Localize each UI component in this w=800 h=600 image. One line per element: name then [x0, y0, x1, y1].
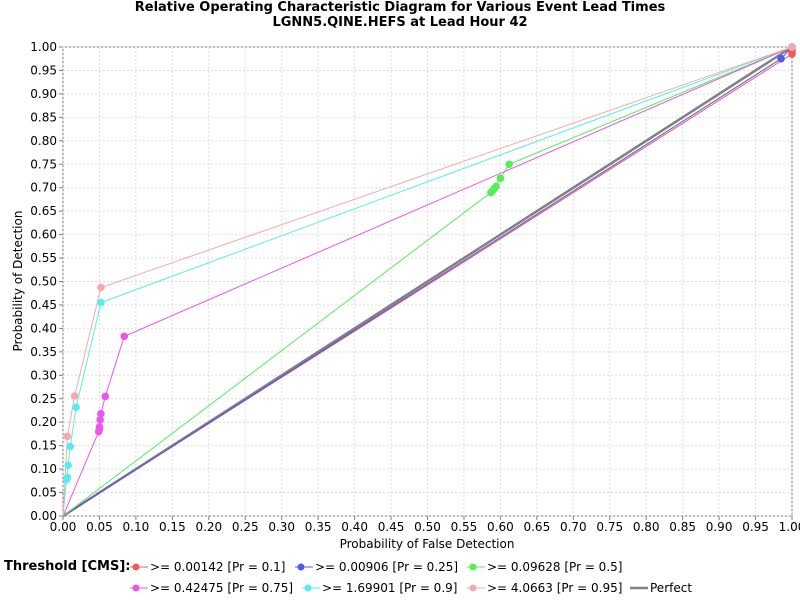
y-tick-label: 0.90 [30, 87, 57, 101]
legend-label: >= 0.09628 [Pr = 0.5] [487, 560, 623, 574]
legend-label: Perfect [650, 581, 693, 595]
y-axis-label: Probability of Detection [11, 211, 25, 352]
series-points [62, 43, 796, 484]
x-tick-label: 0.25 [232, 520, 259, 534]
series-point-5 [63, 473, 72, 482]
legend-marker-icon [302, 584, 320, 592]
y-tick-label: 0.65 [30, 204, 57, 218]
y-tick-label: 0.85 [30, 110, 57, 124]
y-tick-label: 0.95 [30, 63, 57, 77]
series-point-4 [120, 332, 129, 341]
axes: 0.00 0.05 0.10 0.15 0.20 0.25 0.30 0.35 0.40 0.45… [30, 40, 800, 534]
roc-plot: 0.00 0.05 0.10 0.15 0.20 0.25 0.30 0.35 0.40 0.45… [11, 40, 800, 551]
y-tick-label: 0.70 [30, 181, 57, 195]
legend-line-icon [630, 586, 648, 590]
legend-marker-icon [130, 563, 148, 571]
y-tick-label: 0.10 [30, 462, 57, 476]
series-point-3 [492, 182, 500, 191]
x-tick-label: 0.75 [596, 520, 623, 534]
x-tick-label: 0.95 [742, 520, 769, 534]
y-tick-label: 0.60 [30, 228, 57, 242]
x-tick-label: 0.50 [414, 520, 441, 534]
y-tick-label: 1.00 [30, 40, 57, 54]
series-point-2 [777, 54, 785, 63]
x-tick-label: 0.85 [669, 520, 696, 534]
legend-label: >= 1.69901 [Pr = 0.9] [322, 581, 458, 595]
series-point-6 [97, 283, 105, 292]
legend-label: >= 0.00142 [Pr = 0.1] [150, 560, 286, 574]
y-tick-label: 0.00 [30, 509, 57, 523]
series-point-4 [95, 423, 104, 431]
x-tick-label: 0.10 [123, 520, 150, 534]
y-tick-label: 0.20 [30, 415, 57, 429]
y-tick-label: 0.50 [30, 275, 57, 289]
x-tick-label: 0.30 [268, 520, 295, 534]
chart-subtitle: LGNN5.QINE.HEFS at Lead Hour 42 [272, 15, 528, 30]
series-point-4 [96, 416, 104, 424]
chart-title: Relative Operating Characteristic Diagra… [134, 0, 666, 15]
y-tick-label: 0.15 [30, 439, 57, 453]
x-tick-label: 1.00 [779, 520, 800, 534]
x-tick-label: 0.55 [451, 520, 478, 534]
x-tick-label: 0.00 [50, 520, 77, 534]
series-point-5 [66, 442, 75, 451]
x-axis-label: Probability of False Detection [340, 537, 515, 551]
series-point-3 [496, 174, 505, 183]
x-tick-label: 0.80 [633, 520, 660, 534]
y-tick-label: 0.45 [30, 298, 57, 312]
series-point-4 [97, 409, 105, 418]
x-tick-label: 0.60 [487, 520, 514, 534]
x-tick-label: 0.15 [159, 520, 186, 534]
series-point-6 [70, 392, 79, 400]
legend-heading: Threshold [CMS]: [4, 559, 131, 574]
legend-label: >= 4.0663 [Pr = 0.95] [487, 581, 623, 595]
legend-label: >= 0.00906 [Pr = 0.25] [315, 560, 459, 574]
y-tick-label: 0.30 [30, 368, 57, 382]
series-point-5 [64, 461, 72, 470]
legend-marker-icon [467, 584, 485, 592]
x-tick-label: 0.40 [341, 520, 368, 534]
y-tick-label: 0.40 [30, 321, 57, 335]
legend-label: >= 0.42475 [Pr = 0.75] [150, 581, 294, 595]
y-tick-label: 0.35 [30, 345, 57, 359]
x-tick-label: 0.45 [378, 520, 405, 534]
series-point-3 [505, 160, 513, 169]
perfect-line [62, 45, 793, 518]
series-point-6 [63, 432, 72, 441]
x-tick-label: 0.70 [560, 520, 587, 534]
x-tick-label: 0.05 [86, 520, 113, 534]
y-tick-label: 0.55 [30, 251, 57, 265]
x-tick-label: 0.90 [706, 520, 733, 534]
legend: Threshold [CMS]: >= 0.00142 [Pr = 0.1] >=… [0, 556, 800, 600]
series-point-5 [72, 403, 80, 411]
y-tick-label: 0.80 [30, 134, 57, 148]
series-point-5 [97, 298, 105, 307]
x-tick-label: 0.20 [195, 520, 222, 534]
y-tick-label: 0.05 [30, 486, 57, 500]
y-tick-label: 0.75 [30, 157, 57, 171]
y-tick-label: 0.25 [30, 392, 57, 406]
x-tick-label: 0.65 [523, 520, 550, 534]
legend-marker-icon [295, 563, 313, 571]
legend-marker-icon [467, 563, 485, 571]
legend-marker-icon [130, 584, 148, 592]
series-point-6 [788, 43, 796, 51]
x-tick-label: 0.35 [305, 520, 332, 534]
series-point-4 [101, 392, 110, 401]
